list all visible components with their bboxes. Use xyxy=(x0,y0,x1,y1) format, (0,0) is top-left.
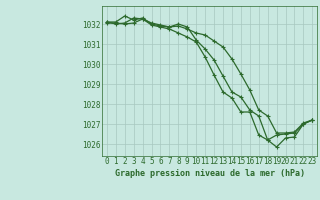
X-axis label: Graphe pression niveau de la mer (hPa): Graphe pression niveau de la mer (hPa) xyxy=(115,169,305,178)
